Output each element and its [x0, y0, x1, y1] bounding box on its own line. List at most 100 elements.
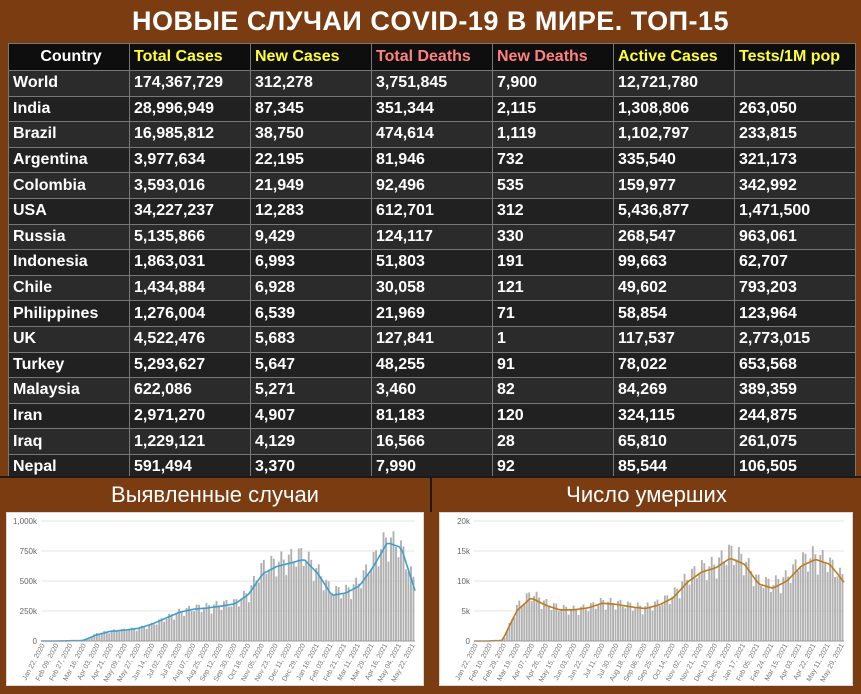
y-tick-label: 20k	[457, 517, 471, 526]
value-cell: 65,810	[613, 428, 735, 455]
table-row: Indonesia 1,863,031 6,993 51,803 191 99,663 62…	[8, 249, 856, 276]
value-cell: 84,269	[613, 377, 735, 404]
value-cell: 5,436,877	[613, 197, 735, 225]
bar	[597, 605, 600, 641]
bar	[103, 631, 106, 641]
table-body: World 174,367,729 312,278 3,751,845 7,900 12,…	[8, 70, 856, 481]
bar	[380, 549, 382, 641]
bar	[155, 624, 158, 641]
bar	[325, 579, 328, 641]
bar	[382, 532, 385, 641]
bar	[666, 595, 669, 641]
bar	[330, 593, 333, 641]
bar	[750, 571, 753, 641]
country-cell: Turkey	[8, 351, 130, 379]
bar	[250, 585, 253, 641]
table-row: UK 4,522,476 5,683 127,841 1 117,537 2,773,015	[8, 325, 856, 353]
bar	[824, 563, 827, 641]
country-cell: Iraq	[8, 428, 130, 455]
value-cell: 5,293,627	[129, 351, 251, 379]
bar	[609, 597, 612, 641]
bar	[237, 606, 240, 641]
bar	[733, 565, 735, 641]
bar	[676, 588, 679, 641]
bar	[651, 610, 654, 641]
bar	[809, 558, 812, 641]
value-cell: 1	[492, 325, 614, 353]
bar	[555, 603, 558, 641]
bar	[562, 604, 565, 641]
bar	[599, 597, 602, 641]
bar	[300, 548, 303, 641]
bar	[552, 603, 555, 641]
bar	[511, 619, 513, 641]
bar	[98, 634, 101, 641]
bar	[582, 604, 585, 641]
bar	[198, 604, 200, 641]
bar	[223, 601, 225, 641]
bar	[240, 598, 243, 641]
bar	[213, 604, 215, 641]
y-tick-label: 250k	[20, 607, 38, 616]
bar	[215, 600, 218, 641]
bar	[350, 599, 353, 641]
bar	[659, 605, 661, 641]
bar	[760, 585, 762, 641]
bar	[267, 569, 270, 641]
value-cell: 732	[492, 146, 614, 174]
bar	[143, 626, 146, 641]
bar	[317, 564, 320, 641]
bar	[175, 612, 178, 641]
bar	[528, 592, 531, 641]
bar	[671, 596, 674, 641]
bar	[297, 548, 300, 641]
bar	[337, 587, 340, 641]
bar	[320, 576, 323, 641]
bar	[641, 614, 644, 641]
bar	[158, 619, 161, 641]
bar	[774, 575, 777, 641]
value-cell: 261,075	[734, 428, 856, 455]
bar	[232, 599, 235, 641]
bar	[688, 584, 691, 641]
bar	[377, 566, 380, 641]
value-cell: 342,992	[734, 172, 856, 199]
bar	[245, 593, 248, 641]
bar	[607, 601, 610, 641]
bar	[390, 537, 392, 641]
value-cell: 335,540	[613, 146, 735, 174]
value-cell: 6,928	[250, 274, 372, 302]
value-cell: 2,773,015	[734, 325, 856, 353]
y-tick-label: 500k	[20, 577, 38, 586]
country-cell: Malaysia	[8, 377, 130, 404]
value-cell: 28,996,949	[129, 95, 251, 123]
bar	[327, 581, 330, 641]
bar	[372, 551, 375, 641]
bar	[205, 602, 208, 641]
value-cell: 71	[492, 300, 614, 327]
bar	[165, 618, 168, 641]
bar	[110, 630, 113, 641]
bar	[565, 606, 568, 641]
bar	[585, 609, 587, 641]
cases-panel: Выявленные случаи 0 250k 500k 750k 1,000k Jan…	[0, 478, 430, 694]
bar	[762, 587, 765, 641]
country-cell: Brazil	[8, 121, 130, 148]
bar	[335, 585, 338, 641]
y-tick-label: 750k	[20, 547, 38, 556]
value-cell: 38,750	[250, 121, 372, 148]
bar	[235, 598, 238, 641]
bar	[693, 566, 696, 641]
bar	[765, 577, 767, 641]
bar	[322, 590, 325, 641]
bar	[770, 591, 772, 641]
value-cell: 91	[492, 351, 614, 379]
value-cell: 123,964	[734, 300, 856, 327]
table-row: Iraq 1,229,121 4,129 16,566 28 65,810 261,075	[8, 428, 856, 455]
bar	[614, 609, 617, 641]
bar	[543, 600, 545, 641]
bar	[730, 545, 733, 641]
bar	[686, 579, 688, 641]
value-cell: 1,102,797	[613, 121, 735, 148]
